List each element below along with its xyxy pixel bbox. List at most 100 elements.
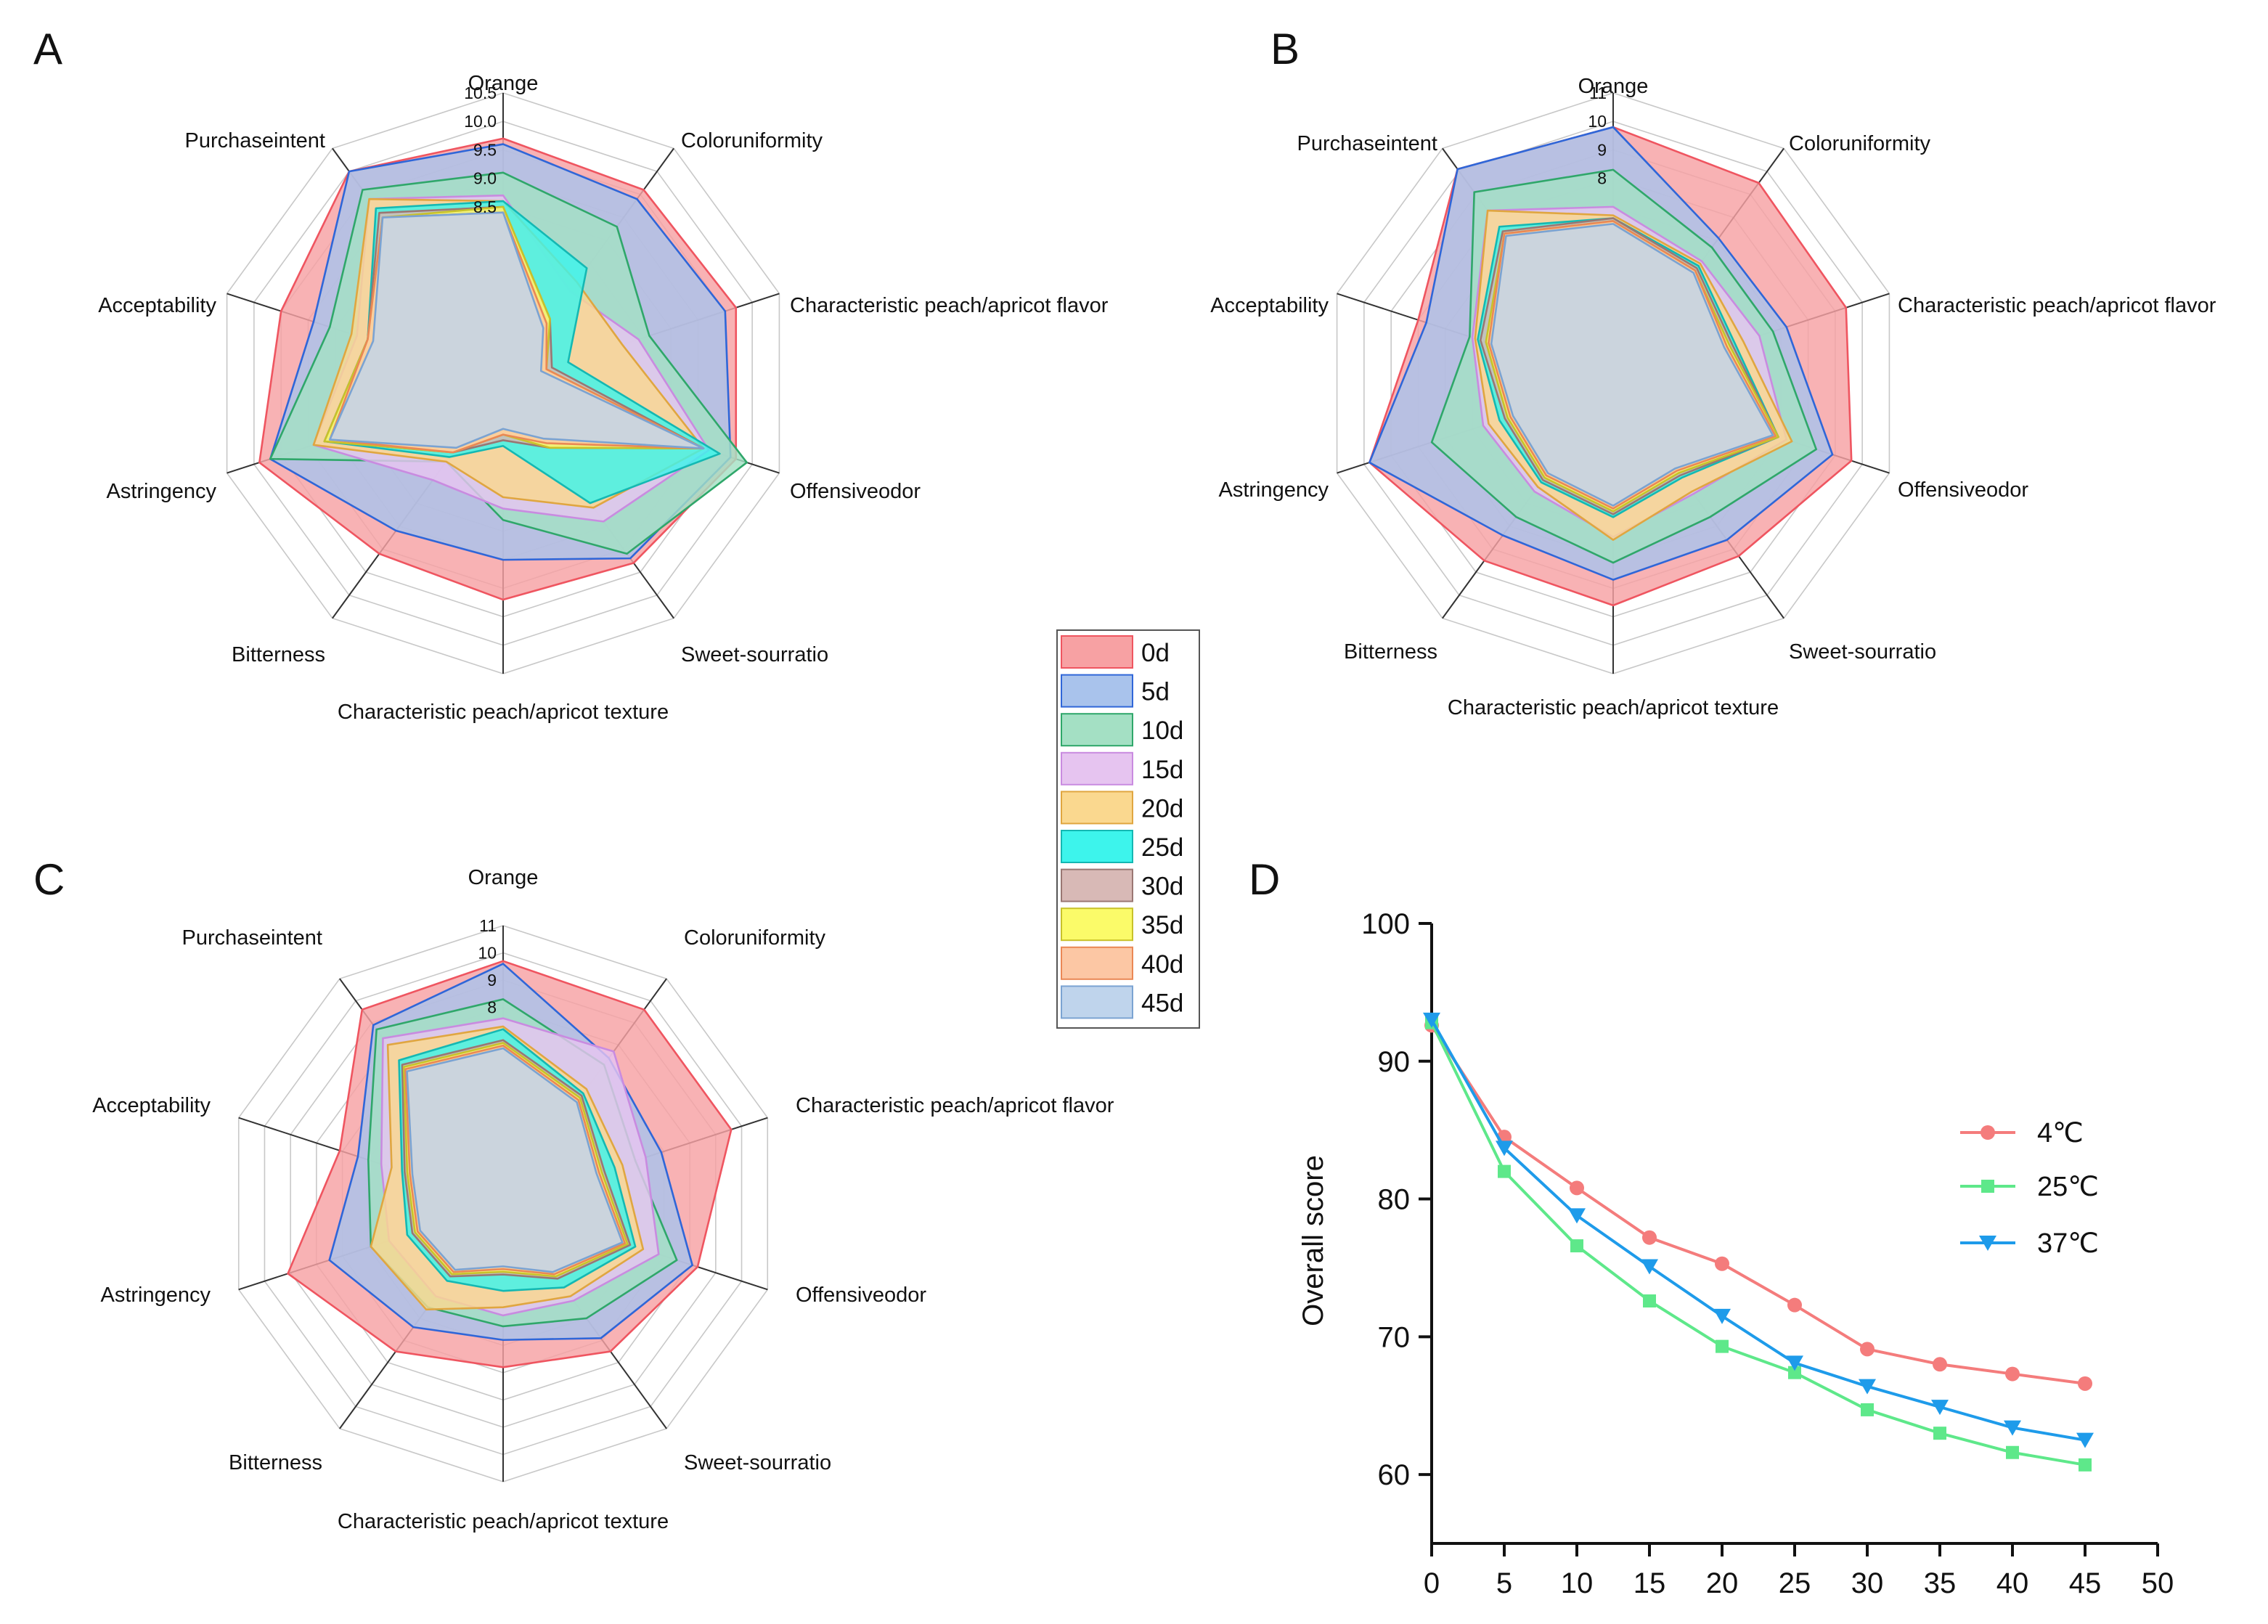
data-point	[2076, 1432, 2094, 1448]
legend-swatch	[1061, 751, 1133, 786]
panel-letter-c: C	[33, 855, 65, 904]
legend-label: 45d	[1141, 989, 1183, 1017]
line-chart-d: 60 70 80 90 100 0 5 10 15 20 25 30 35 40 45 50 Overall s…	[1297, 908, 2174, 1599]
radar-axis-label: Sweet-sourratio	[684, 1451, 831, 1474]
data-point	[1715, 1256, 1729, 1271]
radar-axis-label: Characteristic peach/apricot flavor	[1898, 294, 2216, 317]
y-tick-label: 60	[1378, 1459, 1411, 1491]
x-tick-label: 25	[1779, 1567, 1811, 1599]
x-tick-label: 0	[1424, 1567, 1440, 1599]
y-tick-label: 100	[1361, 908, 1410, 940]
legend-item: 45d	[1061, 985, 1183, 1019]
legend-label: 20d	[1141, 794, 1183, 823]
line-legend-label: 4℃	[2037, 1118, 2084, 1148]
data-point	[2079, 1458, 2092, 1472]
legend-item: 10d	[1061, 713, 1183, 747]
data-point	[1716, 1339, 1729, 1353]
x-tick-label: 5	[1496, 1567, 1512, 1599]
radar-axis-label: Purchaseintent	[182, 926, 322, 950]
x-tick-label: 15	[1633, 1567, 1666, 1599]
radar-axis-label: Sweet-sourratio	[1789, 640, 1936, 664]
data-point	[1859, 1379, 1876, 1395]
radar-axis-label: Offensiveodor	[1898, 478, 2028, 502]
series-4℃	[1424, 1018, 2092, 1391]
legend-label: 10d	[1141, 717, 1183, 745]
legend-label: 25d	[1141, 833, 1183, 862]
series-37℃	[1423, 1012, 2094, 1448]
radar-axis-label: Acceptability	[1210, 294, 1329, 317]
legend-swatch	[1061, 713, 1133, 747]
x-tick-label: 10	[1561, 1567, 1594, 1599]
data-point	[2004, 1420, 2021, 1436]
radar-axis-label: Purchaseintent	[185, 129, 325, 152]
data-point	[2005, 1366, 2020, 1382]
radar-axis-label: Acceptability	[98, 294, 216, 317]
radar-ring-label: 9.5	[473, 140, 497, 159]
data-point	[1787, 1297, 1802, 1313]
radar-ring-label: 8	[487, 998, 497, 1017]
y-axis-label: Overall score	[1297, 1155, 1329, 1326]
data-point	[1643, 1294, 1656, 1307]
legend-swatch	[1061, 985, 1133, 1019]
legend-swatch	[1061, 791, 1133, 825]
radar-ring-label: 9	[487, 971, 497, 990]
radar-series-45d	[1490, 223, 1774, 507]
legend-swatch	[1061, 868, 1133, 902]
y-tick-label: 80	[1378, 1184, 1411, 1216]
legend-swatch	[1061, 674, 1133, 708]
line-legend-item: 37℃	[1960, 1228, 2099, 1259]
legend-item: 20d	[1061, 791, 1183, 825]
radar-ring-label: 8.5	[473, 197, 497, 216]
legend-label: 0d	[1141, 639, 1170, 667]
radar-series-45d	[329, 211, 705, 449]
radar-axis-label: Characteristic peach/apricot texture	[1448, 696, 1779, 719]
radar-ring-label: 11	[1589, 83, 1607, 102]
radar-axis-label: Orange	[468, 866, 539, 889]
legend-label: 5d	[1141, 678, 1170, 706]
legend-item: 5d	[1061, 674, 1170, 708]
radar-axis-label: Sweet-sourratio	[681, 643, 828, 666]
radar-chart-a: 10.5 10.0 9.5 9.0 8.5 Orange Coloruniformity Ch…	[98, 72, 1109, 724]
data-point	[1931, 1400, 1949, 1416]
data-point	[2078, 1376, 2092, 1391]
radar-axis-label: Characteristic peach/apricot texture	[338, 1510, 669, 1533]
data-point	[1861, 1403, 1874, 1416]
radar-ring-label: 9	[1597, 140, 1607, 159]
x-tick-label: 45	[2069, 1567, 2102, 1599]
panel-letter-b: B	[1270, 25, 1300, 73]
data-point	[1786, 1355, 1803, 1371]
legend-item: 30d	[1061, 868, 1183, 902]
data-point	[1933, 1427, 1946, 1440]
legend: 0d 5d 10d 15d 20d 25d 30d 35d 40d 45d	[1056, 629, 1200, 1029]
radar-axis-label: Bitterness	[229, 1451, 322, 1474]
legend-item: 0d	[1061, 635, 1170, 669]
panel-letter-a: A	[33, 25, 62, 73]
radar-ring-label: 10	[1588, 112, 1607, 131]
legend-label: 35d	[1141, 911, 1183, 939]
y-tick-label: 70	[1378, 1321, 1411, 1353]
radar-axis-label: Astringency	[1218, 478, 1329, 502]
x-tick-label: 35	[1924, 1567, 1957, 1599]
radar-axis-label: Bitterness	[1344, 640, 1437, 664]
line-legend-label: 25℃	[2037, 1172, 2099, 1202]
legend-swatch	[1061, 907, 1133, 942]
radar-axis-label: Offensiveodor	[790, 480, 921, 503]
radar-chart-b: 11 10 9 8 Orange Coloruniformity Characteristi…	[1210, 75, 2216, 719]
radar-axis-label: Characteristic peach/apricot flavor	[796, 1094, 1114, 1117]
panel-letter-d: D	[1249, 855, 1280, 904]
series-line	[1430, 1021, 2086, 1466]
legend-label: 30d	[1141, 873, 1183, 901]
legend-item: 25d	[1061, 830, 1183, 863]
legend-swatch	[1061, 635, 1133, 669]
radar-ring-label: 10	[478, 944, 497, 963]
line-legend-label: 37℃	[2037, 1228, 2099, 1259]
data-point	[1496, 1141, 1513, 1156]
data-point	[1788, 1366, 1801, 1379]
data-point	[2006, 1445, 2019, 1459]
radar-ring-label: 11	[479, 916, 497, 935]
data-point	[1981, 1180, 1994, 1193]
data-point	[1641, 1259, 1658, 1275]
series-line	[1430, 1019, 2086, 1442]
x-tick-label: 50	[2142, 1567, 2174, 1599]
